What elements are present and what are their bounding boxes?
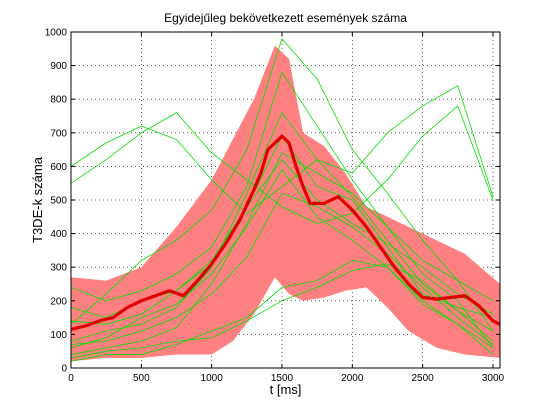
plot-content: [71, 38, 500, 362]
trial-line: [71, 105, 494, 224]
spread-band: [71, 45, 500, 362]
y-tick-label: 100: [50, 330, 67, 341]
trial-line: [71, 38, 494, 332]
y-tick-label: 900: [50, 61, 67, 72]
y-tick-label: 600: [50, 162, 67, 173]
x-tick-label: 1000: [201, 373, 224, 384]
x-axis-label: t [ms]: [270, 382, 302, 397]
y-axis-label: T3DE-k száma: [30, 156, 45, 243]
mean-line: [71, 134, 500, 331]
y-tick-labels: 0 100 200 300 400 500 600 700 800 900 1000: [45, 28, 68, 375]
trial-line: [71, 159, 494, 325]
y-tick-label: 300: [50, 263, 67, 274]
y-tick-label: 0: [61, 364, 67, 375]
y-tick-label: 200: [50, 296, 67, 307]
x-tick-label: 1500: [271, 373, 294, 384]
trial-line: [71, 112, 494, 342]
trial-line: [71, 169, 494, 355]
band-group: [71, 45, 500, 362]
trial-line: [71, 192, 494, 345]
trial-line: [71, 85, 494, 214]
y-tick-label: 800: [50, 95, 67, 106]
ticks: [70, 31, 500, 369]
chart-title: Egyidejűleg bekövetkezett események szám…: [164, 11, 407, 25]
trial-line: [71, 152, 494, 355]
y-tick-label: 1000: [45, 28, 68, 39]
trial-line: [71, 71, 494, 302]
x-tick-labels: 0 500 1000 1500 2000 2500 3000: [68, 373, 504, 384]
x-tick-label: 0: [68, 373, 74, 384]
trial-line: [71, 260, 494, 362]
y-tick-label: 700: [50, 128, 67, 139]
mean-line-group: [71, 134, 500, 331]
trial-line: [71, 263, 494, 359]
x-tick-label: 2500: [412, 373, 435, 384]
x-tick-label: 2000: [341, 373, 364, 384]
y-tick-label: 400: [50, 229, 67, 240]
x-tick-label: 3000: [482, 373, 505, 384]
x-tick-label: 500: [133, 373, 150, 384]
y-tick-label: 500: [50, 196, 67, 207]
